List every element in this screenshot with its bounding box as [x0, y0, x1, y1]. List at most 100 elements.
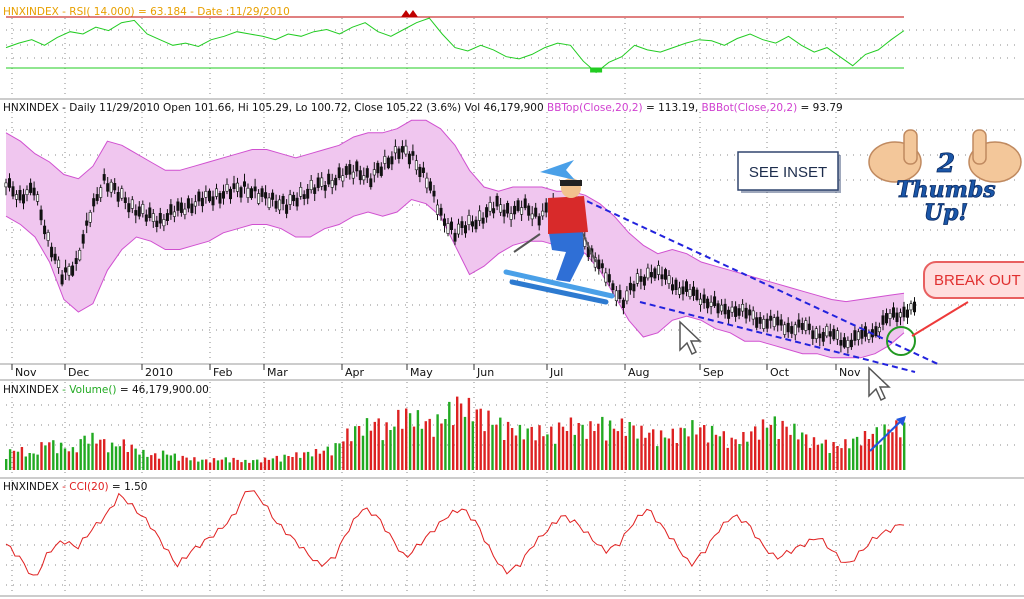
- price-bar-body: [786, 322, 790, 333]
- breakout-label: BREAK OUT: [934, 272, 1021, 289]
- x-tick-label: Sep: [703, 366, 724, 379]
- skier-icon: [503, 160, 615, 305]
- price-bar-body: [15, 194, 19, 200]
- volume-bar: [754, 426, 757, 470]
- price-bar-body: [257, 193, 261, 204]
- price-bar-body: [800, 322, 804, 330]
- volume-bar: [24, 456, 27, 470]
- price-bar-body: [144, 214, 148, 222]
- see-inset-label: SEE INSET: [749, 164, 827, 181]
- volume-bar: [318, 453, 322, 470]
- volume-bar: [48, 442, 51, 470]
- volume-bar: [36, 454, 39, 470]
- cci-series-line: [5, 490, 905, 576]
- volume-bar: [338, 443, 341, 470]
- volume-bar: [542, 436, 545, 470]
- price-bar-body: [172, 211, 176, 217]
- price-bar-body: [344, 166, 348, 175]
- volume-bar: [40, 442, 43, 470]
- price-bar-body: [260, 188, 264, 197]
- price-bar-body: [404, 145, 408, 155]
- volume-bar: [895, 420, 898, 470]
- volume-bar: [412, 426, 416, 470]
- price-bar-body: [614, 290, 618, 301]
- rsi-peak-marker: [401, 10, 411, 17]
- cci-pane: HNXINDEX - CCI(20) = 1.50: [3, 481, 905, 576]
- volume-bar: [824, 439, 827, 470]
- volume-bar: [695, 434, 698, 470]
- volume-bar: [659, 430, 663, 470]
- price-bar-body: [611, 283, 615, 291]
- price-bar-body: [891, 307, 895, 318]
- price-bar-body: [618, 290, 622, 299]
- volume-bar: [550, 426, 553, 470]
- volume-bar: [365, 418, 369, 470]
- volume-bar: [59, 442, 63, 470]
- price-bar-body: [11, 186, 15, 197]
- price-bar-body: [727, 309, 731, 319]
- x-tick-label: Aug: [628, 366, 649, 379]
- price-bar-body: [383, 156, 387, 164]
- x-axis: Nov Dec 2010 Feb Mar Apr May Jun Jul Aug Sep Oct Nov: [11, 364, 861, 379]
- price-bar-body: [71, 265, 75, 276]
- price-bar-body: [46, 232, 50, 241]
- price-bar-body: [860, 329, 864, 339]
- price-bar-body: [856, 331, 860, 340]
- price-bar-body: [390, 156, 394, 165]
- price-bar-body: [516, 200, 520, 211]
- price-bar-body: [57, 259, 61, 268]
- volume-bar: [8, 449, 12, 470]
- x-tick-label: Dec: [68, 366, 89, 379]
- price-bar-body: [362, 175, 366, 181]
- price-bar-body: [134, 210, 138, 216]
- price-bar-body: [846, 340, 850, 348]
- price-bar-body: [674, 279, 678, 290]
- volume-bar: [283, 454, 286, 470]
- volume-bar: [236, 459, 239, 470]
- volume-bar: [691, 420, 694, 470]
- volume-bar: [703, 425, 706, 470]
- volume-pane: HNXINDEX - Volume() = 46,179,900.00: [3, 384, 906, 470]
- volume-bar: [181, 455, 184, 470]
- price-bar-body: [165, 213, 169, 221]
- thumbs-up-graphic: 2 Thumbs Up!: [868, 129, 1022, 226]
- price-bar-body: [649, 271, 653, 278]
- price-bar-body: [425, 177, 429, 189]
- volume-bar: [738, 444, 741, 470]
- price-bar-body: [677, 287, 681, 295]
- price-bar-body: [460, 221, 464, 228]
- volume-bar: [487, 410, 490, 470]
- x-tick-label: Nov: [15, 366, 37, 379]
- price-bar-body: [884, 313, 888, 324]
- volume-bar: [79, 439, 82, 470]
- price-bar-body: [670, 284, 674, 291]
- price-bar-body: [295, 197, 299, 207]
- price-bar-body: [888, 312, 892, 319]
- price-bar-body: [818, 333, 822, 339]
- volume-bar: [648, 432, 651, 470]
- price-bar-body: [807, 323, 811, 331]
- volume-bar: [832, 442, 835, 470]
- volume-bar: [408, 413, 412, 470]
- volume-bar: [279, 461, 282, 470]
- volume-bar: [444, 419, 447, 470]
- volume-bar: [103, 439, 106, 470]
- volume-bar: [828, 453, 831, 470]
- price-bar-body: [765, 318, 769, 329]
- volume-bar: [369, 430, 373, 470]
- volume-bar: [859, 445, 863, 470]
- price-bar-body: [225, 184, 229, 192]
- volume-bar: [879, 444, 882, 470]
- price-bar-body: [621, 299, 625, 309]
- price-bar-body: [642, 276, 646, 286]
- price-bar-body: [137, 206, 141, 217]
- price-bar-body: [597, 259, 601, 270]
- price-bar-body: [32, 187, 36, 196]
- volume-bar: [185, 457, 188, 470]
- price-bar-body: [772, 317, 776, 327]
- price-bar-body: [527, 205, 531, 216]
- volume-bar: [177, 460, 180, 470]
- volume-bar: [781, 420, 784, 470]
- price-bar-body: [130, 199, 134, 209]
- volume-bar: [887, 429, 890, 470]
